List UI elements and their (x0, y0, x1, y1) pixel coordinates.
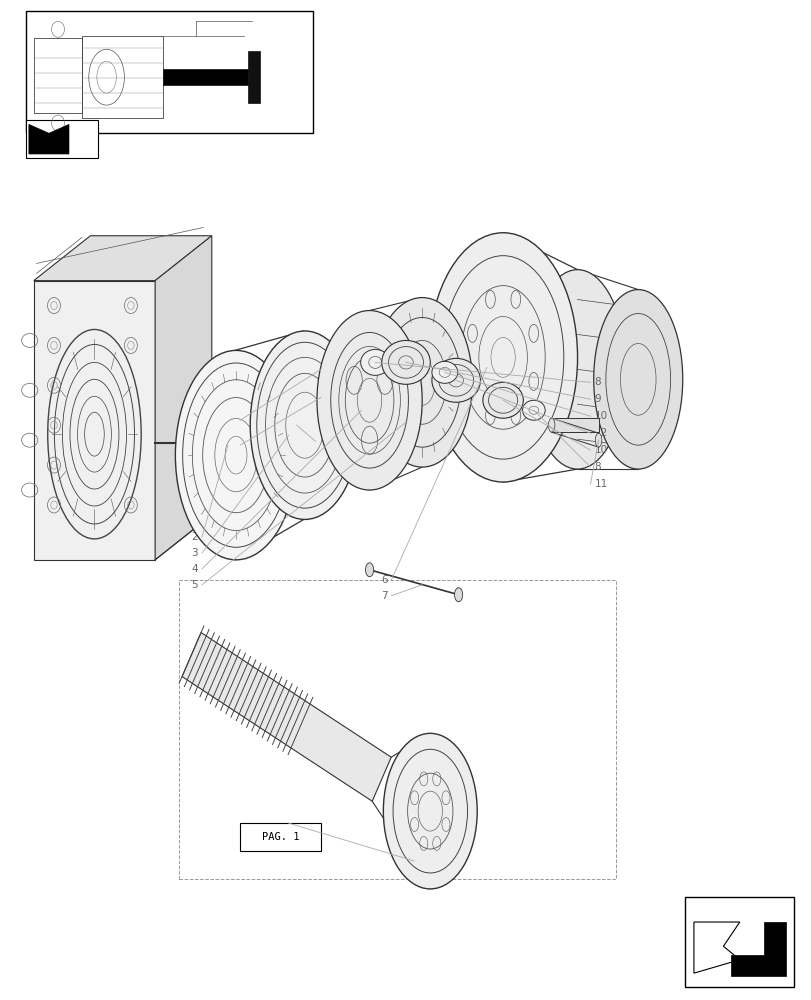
Text: 8: 8 (594, 462, 600, 472)
Ellipse shape (175, 350, 296, 560)
Bar (163, 69, 248, 85)
Ellipse shape (594, 433, 601, 447)
Polygon shape (693, 922, 739, 973)
Polygon shape (34, 236, 212, 281)
Text: 1: 1 (319, 436, 326, 446)
Ellipse shape (316, 311, 422, 490)
Ellipse shape (383, 733, 477, 889)
Bar (179, 580, 616, 879)
Bar (34, 38, 82, 113)
Text: 10: 10 (594, 411, 607, 421)
Ellipse shape (431, 358, 480, 402)
Bar (320, 356, 397, 382)
Bar (240, 823, 320, 851)
Polygon shape (29, 124, 69, 154)
Text: 2: 2 (191, 532, 198, 542)
Ellipse shape (365, 563, 373, 577)
Polygon shape (155, 236, 212, 560)
Ellipse shape (483, 382, 523, 418)
Ellipse shape (431, 361, 457, 383)
Bar (684, 897, 793, 987)
Ellipse shape (250, 331, 359, 519)
Ellipse shape (528, 270, 625, 469)
Text: 7: 7 (380, 591, 387, 601)
Bar (551, 418, 598, 432)
Text: 6: 6 (380, 575, 387, 585)
Text: 11: 11 (594, 479, 607, 489)
Ellipse shape (381, 340, 430, 384)
Text: 4: 4 (191, 564, 198, 574)
Bar (26, 11, 312, 133)
Polygon shape (182, 633, 391, 801)
Ellipse shape (428, 233, 577, 482)
Bar (320, 384, 397, 410)
Text: 8: 8 (594, 377, 600, 387)
Text: 10: 10 (594, 445, 607, 455)
Text: 12: 12 (594, 428, 607, 438)
Text: 5: 5 (191, 580, 198, 590)
Ellipse shape (454, 588, 462, 602)
Text: 3: 3 (191, 548, 198, 558)
Bar (248, 51, 260, 103)
Bar (82, 36, 163, 118)
Ellipse shape (593, 290, 682, 469)
Text: 1.32.0: 1.32.0 (341, 392, 378, 402)
Ellipse shape (360, 349, 389, 375)
Ellipse shape (371, 298, 472, 467)
Polygon shape (730, 922, 785, 976)
Text: PAG. 1: PAG. 1 (261, 832, 299, 842)
Text: 9: 9 (594, 394, 600, 404)
Bar (26, 120, 98, 158)
Polygon shape (34, 281, 155, 560)
Ellipse shape (522, 400, 544, 420)
Ellipse shape (547, 418, 554, 432)
Text: 1.21.0: 1.21.0 (341, 364, 378, 374)
